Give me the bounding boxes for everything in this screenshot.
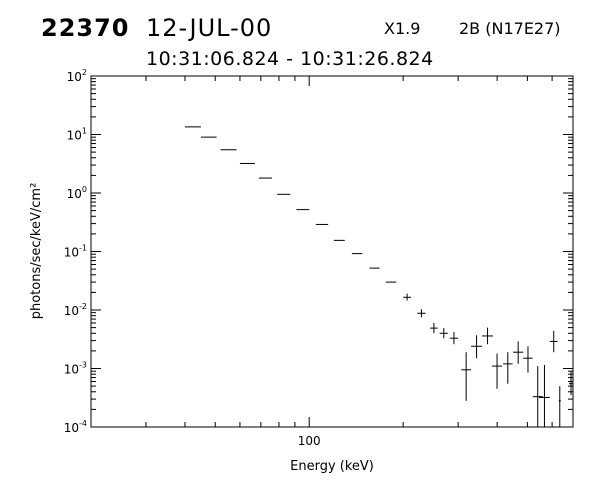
data-point xyxy=(503,352,513,384)
data-point xyxy=(523,346,533,373)
data-point xyxy=(569,371,573,396)
time-range: 10:31:06.824 - 10:31:26.824 xyxy=(146,48,434,70)
data-point xyxy=(549,330,558,353)
data-point xyxy=(471,335,483,359)
x-axis-title: Energy (keV) xyxy=(290,459,374,474)
y-tick-label: 100 xyxy=(67,185,87,201)
event-date: 12-JUL-00 xyxy=(146,14,273,42)
data-point xyxy=(513,341,524,364)
data-point xyxy=(461,352,472,401)
data-points xyxy=(184,126,573,427)
event-id: 22370 xyxy=(41,14,130,42)
y-tick-label: 102 xyxy=(67,68,87,84)
axis-ticks xyxy=(90,75,574,428)
data-point xyxy=(482,327,494,345)
data-point xyxy=(532,366,543,427)
y-tick-label: 10-4 xyxy=(64,419,87,435)
x-tick-label: 100 xyxy=(298,434,321,448)
y-axis-title: photons/sec/keV/cm² xyxy=(29,183,44,320)
data-point xyxy=(491,353,503,389)
data-point xyxy=(439,328,448,339)
plot-frame xyxy=(90,75,574,428)
data-point xyxy=(539,364,550,427)
y-tick-label: 10-3 xyxy=(64,361,87,377)
h-alpha-class: 2B (N17E27) xyxy=(459,19,561,38)
data-point xyxy=(449,332,459,345)
data-point xyxy=(558,386,561,427)
y-tick-labels: 10-4 10-3 10-2 10-1 100 101 102 xyxy=(64,68,87,435)
y-tick-label: 101 xyxy=(67,127,87,143)
y-tick-label: 10-1 xyxy=(64,244,87,260)
y-tick-label: 10-2 xyxy=(64,302,87,318)
x-tick-labels: 100 xyxy=(298,434,321,448)
data-point xyxy=(417,309,426,318)
data-point xyxy=(403,293,412,301)
goes-class: X1.9 xyxy=(384,19,421,38)
data-point xyxy=(430,322,438,334)
